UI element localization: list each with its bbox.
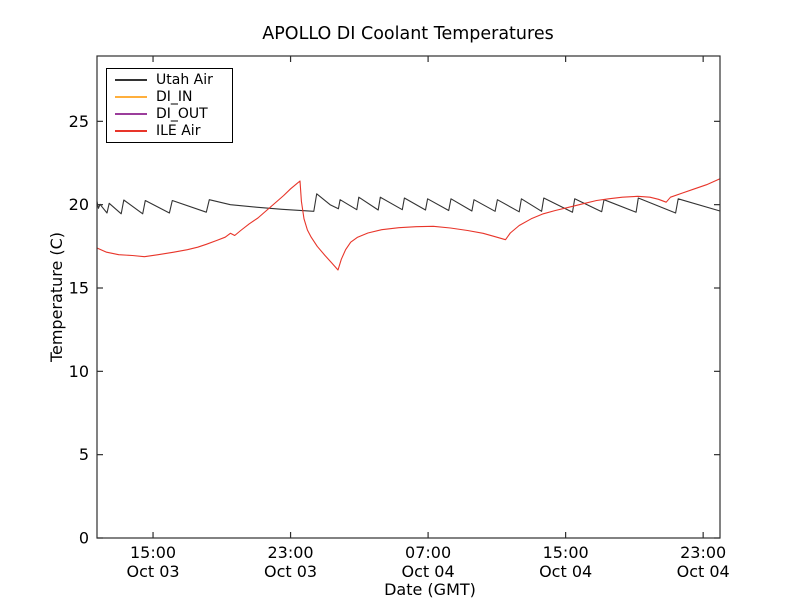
x-tick-label-date: Oct 04	[677, 562, 730, 581]
x-axis-label: Date (GMT)	[384, 580, 476, 599]
y-tick-label: 10	[69, 362, 89, 381]
x-tick-label-time: 15:00	[130, 543, 176, 562]
legend-item-utah-air: Utah Air	[115, 72, 228, 88]
legend-label-utah-air: Utah Air	[156, 72, 213, 89]
di-in-line-sample-icon	[115, 96, 147, 99]
y-tick-label: 5	[79, 445, 89, 464]
legend-item-ile-air: ILE Air	[115, 123, 228, 139]
y-axis-label: Temperature (C)	[47, 232, 66, 363]
series-line-utah-air	[96, 193, 721, 215]
legend-item-di-in: DI_IN	[115, 89, 228, 105]
chart-title: APOLLO DI Coolant Temperatures	[262, 24, 553, 44]
ile-air-line-sample-icon	[115, 129, 147, 132]
legend-label-ile-air: ILE Air	[156, 122, 201, 139]
x-tick-label-date: Oct 03	[264, 562, 317, 581]
legend-label-di-in: DI_IN	[156, 89, 193, 106]
legend: Utah Air DI_IN DI_OUT ILE Air	[106, 68, 233, 143]
x-tick-label-date: Oct 04	[402, 562, 455, 581]
legend-label-di-out: DI_OUT	[156, 105, 208, 122]
di-out-line-sample-icon	[115, 112, 147, 115]
x-tick-label-time: 15:00	[543, 543, 589, 562]
y-tick-label: 0	[79, 529, 89, 548]
x-tick-label-time: 23:00	[680, 543, 726, 562]
x-tick-label-time: 07:00	[405, 543, 451, 562]
plot-frame	[96, 55, 721, 539]
x-tick-label-date: Oct 04	[539, 562, 592, 581]
x-tick-label-time: 23:00	[268, 543, 314, 562]
x-tick-label-date: Oct 03	[126, 562, 179, 581]
series-line-ile-air	[96, 178, 721, 271]
utah-air-line-sample-icon	[115, 79, 147, 82]
series-layer	[96, 178, 721, 271]
legend-item-di-out: DI_OUT	[115, 106, 228, 122]
y-tick-label: 25	[69, 112, 89, 131]
y-tick-label: 15	[69, 279, 89, 298]
y-tick-label: 20	[69, 195, 89, 214]
